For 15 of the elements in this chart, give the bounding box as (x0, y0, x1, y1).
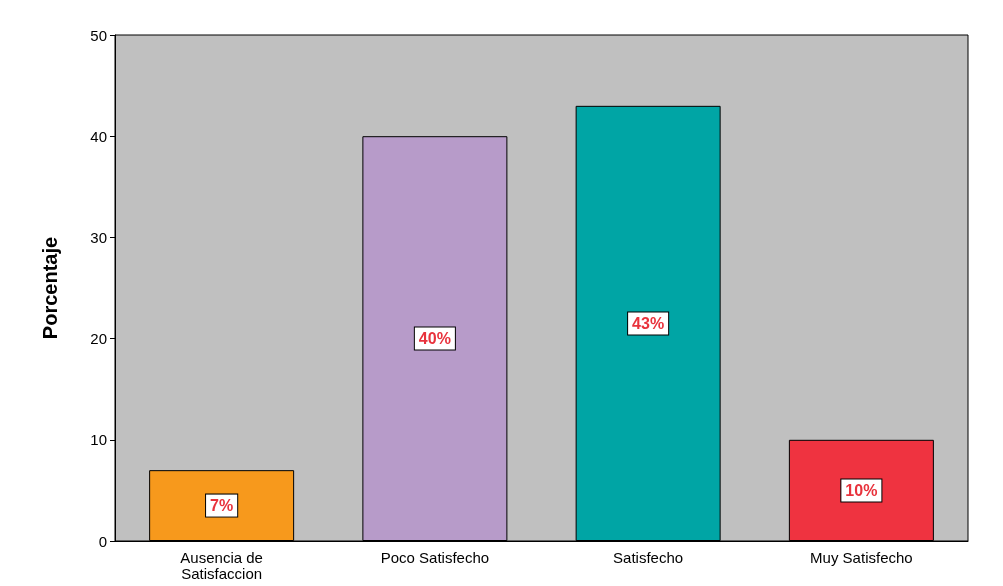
y-tick-label: 40 (90, 127, 107, 145)
data-label: 43% (632, 314, 665, 332)
data-label: 7% (210, 497, 234, 515)
y-tick-label: 30 (90, 228, 107, 246)
y-tick-label: 0 (98, 532, 107, 550)
data-label: 40% (418, 330, 451, 348)
y-axis-title: Porcentaje (39, 236, 61, 340)
x-tick-label: Poco Satisfecho (380, 548, 490, 566)
y-tick-label: 10 (90, 431, 107, 449)
data-label: 10% (845, 481, 878, 499)
y-tick-label: 50 (90, 26, 107, 44)
x-tick-label: Satisfecho (613, 548, 684, 566)
x-tick-label: Ausencia de Satisfaccion (180, 548, 263, 582)
x-tick-label: Muy Satisfecho (810, 548, 913, 566)
y-tick-label: 20 (90, 330, 107, 348)
